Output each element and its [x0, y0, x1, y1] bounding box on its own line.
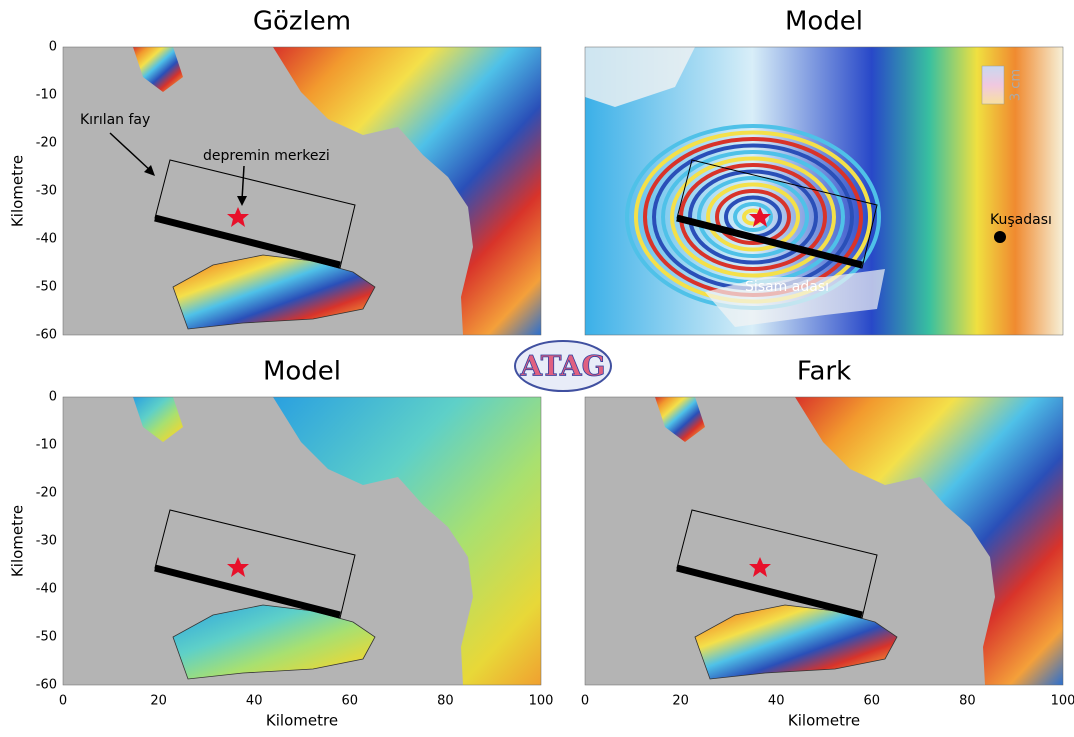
x-tick-label: 40 — [246, 694, 263, 709]
y-tick-label: 0 — [49, 390, 57, 405]
x-tick-label: 20 — [672, 694, 689, 709]
panel-title: Fark — [797, 357, 851, 387]
annotation: Kırılan fay — [80, 112, 150, 128]
y-tick-label: -50 — [36, 280, 57, 295]
y-tick-label: 0 — [49, 40, 57, 55]
y-tick-label: -40 — [36, 582, 57, 597]
y-axis-label: Kilometre — [9, 505, 27, 577]
y-tick-label: -20 — [36, 486, 57, 501]
map — [585, 397, 1063, 685]
logo: ATAG — [519, 350, 605, 383]
panel-title: Model — [263, 357, 341, 387]
y-tick-label: -20 — [36, 136, 57, 151]
x-tick-label: 20 — [150, 694, 167, 709]
figure: Gözlem 0 -10 -20 -30 -40 -50 -60 Kilometre Model M… — [0, 0, 1074, 733]
y-tick-label: -30 — [36, 534, 57, 549]
map — [63, 47, 541, 335]
x-tick-label: 80 — [959, 694, 976, 709]
y-tick-label: -30 — [36, 184, 57, 199]
annotation: depremin merkezi — [203, 148, 330, 164]
map — [63, 397, 541, 685]
y-tick-label: -50 — [36, 630, 57, 645]
x-tick-label: 0 — [59, 694, 67, 709]
town-dot — [994, 231, 1006, 243]
town-label: Kuşadası — [990, 212, 1052, 228]
x-tick-label: 100 — [529, 694, 554, 709]
y-tick-label: -10 — [36, 88, 57, 103]
y-tick-label: -10 — [36, 438, 57, 453]
x-tick-label: 40 — [768, 694, 785, 709]
colorbar-label: 3 cm — [1009, 69, 1024, 101]
panel-title: Gözlem — [253, 7, 351, 37]
island-label: Sisam adası — [745, 279, 829, 295]
x-tick-label: 100 — [1051, 694, 1074, 709]
x-tick-label: 60 — [864, 694, 881, 709]
x-axis-label: Kilometre — [266, 712, 338, 730]
y-tick-label: -60 — [36, 328, 57, 343]
x-tick-label: 0 — [581, 694, 589, 709]
y-axis-label: Kilometre — [9, 155, 27, 227]
y-tick-label: -60 — [36, 678, 57, 693]
x-axis-label: Kilometre — [788, 712, 860, 730]
panel-title: Model — [785, 7, 863, 37]
x-tick-label: 80 — [437, 694, 454, 709]
x-tick-label: 60 — [342, 694, 359, 709]
y-tick-label: -40 — [36, 232, 57, 247]
colorbar — [982, 66, 1004, 104]
